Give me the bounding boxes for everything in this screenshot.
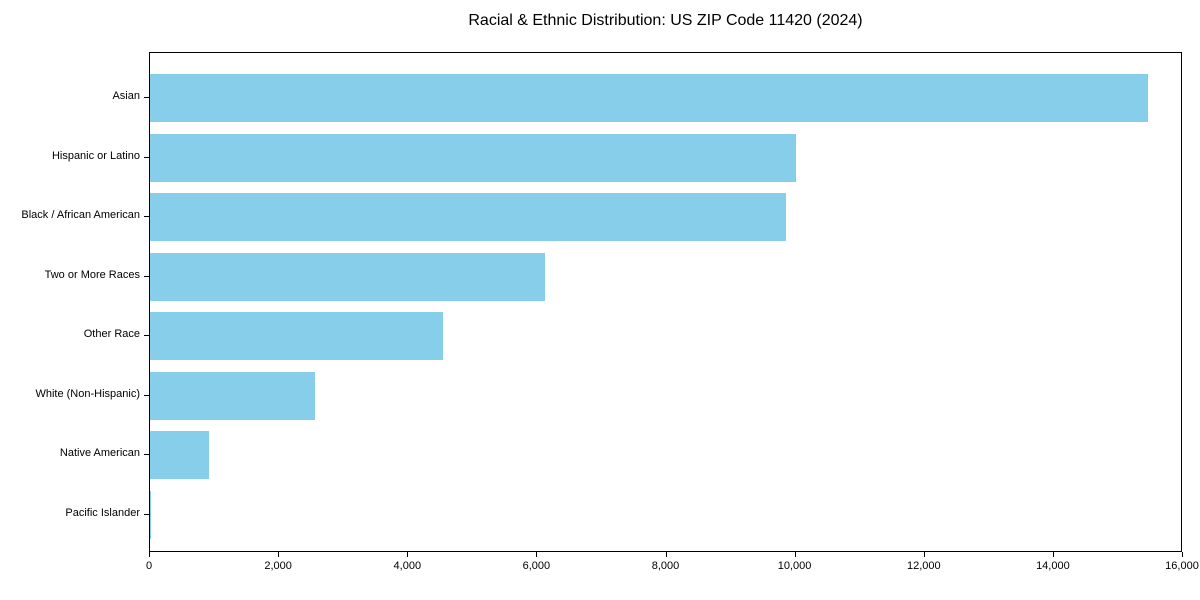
bar-white-non-hispanic bbox=[150, 371, 316, 420]
x-tick-mark bbox=[278, 552, 280, 557]
plot-area bbox=[149, 52, 1182, 552]
y-tick-label: Native American bbox=[59, 447, 140, 459]
x-tick-label: 2,000 bbox=[264, 560, 292, 572]
x-tick-mark bbox=[665, 552, 667, 557]
x-tick-label: 12,000 bbox=[906, 560, 941, 572]
x-tick-mark bbox=[923, 552, 925, 557]
x-tick-mark bbox=[1182, 552, 1183, 557]
y-tick-label: Pacific Islander bbox=[65, 506, 140, 519]
y-tick-mark bbox=[144, 275, 149, 277]
bar-other-race bbox=[150, 312, 443, 360]
y-tick-mark bbox=[144, 216, 149, 217]
x-tick-label: 16,000 bbox=[1165, 560, 1199, 572]
y-tick-mark bbox=[144, 394, 149, 396]
y-tick-mark bbox=[144, 156, 149, 158]
y-tick-mark bbox=[144, 513, 149, 515]
chart-title: Racial & Ethnic Distribution: US ZIP Cod… bbox=[468, 12, 863, 29]
y-tick-mark bbox=[144, 97, 149, 98]
y-tick-label: Two or More Races bbox=[44, 268, 140, 281]
y-tick-label: Other Race bbox=[83, 328, 140, 340]
y-tick-mark bbox=[144, 454, 149, 455]
x-tick-mark bbox=[536, 552, 538, 557]
x-tick-mark bbox=[149, 552, 150, 557]
y-tick-label: Asian bbox=[112, 90, 140, 102]
bar-native-american bbox=[150, 431, 210, 479]
bar-black-african-american bbox=[150, 193, 786, 241]
y-tick-label: Black / African American bbox=[21, 209, 140, 221]
x-tick-label: 0 bbox=[145, 560, 153, 572]
bar-two-or-more-races bbox=[150, 252, 546, 301]
x-tick-mark bbox=[1052, 552, 1054, 557]
x-tick-label: 8,000 bbox=[651, 560, 680, 572]
bar-hispanic-or-latino bbox=[150, 133, 796, 182]
x-tick-label: 4,000 bbox=[393, 560, 422, 572]
bar-pacific-islander bbox=[150, 490, 152, 539]
bar-asian bbox=[150, 74, 1149, 122]
x-tick-label: 10,000 bbox=[777, 560, 812, 572]
x-tick-mark bbox=[794, 552, 796, 557]
x-tick-label: 14,000 bbox=[1036, 560, 1070, 572]
x-tick-label: 6,000 bbox=[522, 560, 551, 572]
y-tick-mark bbox=[144, 335, 149, 336]
y-tick-label: White (Non-Hispanic) bbox=[35, 387, 140, 400]
x-tick-mark bbox=[407, 552, 409, 557]
y-tick-label: Hispanic or Latino bbox=[51, 149, 140, 162]
